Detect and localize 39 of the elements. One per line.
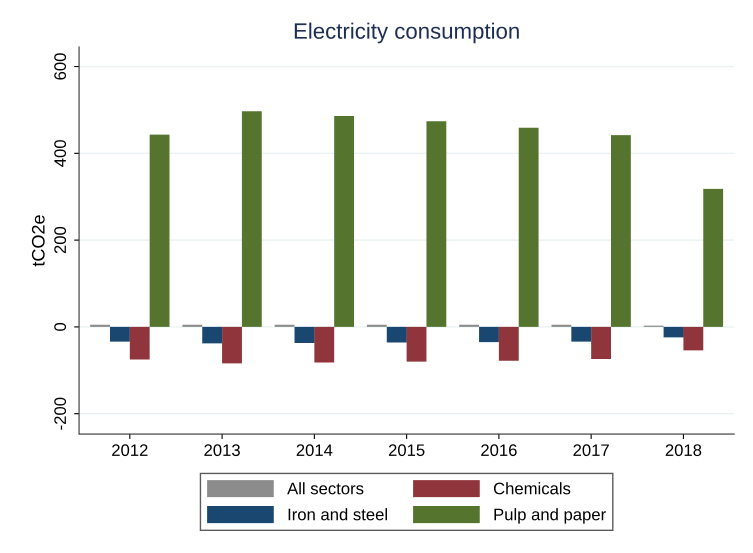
bar	[294, 326, 314, 343]
bar	[683, 326, 704, 350]
bar	[334, 116, 354, 327]
bar	[110, 326, 130, 342]
bar	[703, 188, 724, 327]
bar	[518, 128, 539, 327]
x-tick-label: 2012	[112, 444, 148, 456]
bar	[242, 111, 262, 327]
x-tick-label: 2016	[481, 444, 517, 456]
bar	[386, 326, 407, 343]
legend-label: Iron and steel	[288, 508, 387, 520]
bar	[610, 135, 631, 327]
legend-label: Chemicals	[494, 482, 570, 494]
x-tick-label: 2017	[573, 444, 609, 456]
bar	[130, 326, 150, 360]
bar	[222, 326, 242, 364]
bar	[202, 326, 222, 344]
bar	[591, 326, 611, 360]
chart-title: Electricity consumption	[294, 22, 519, 44]
legend-label: Pulp and paper	[494, 508, 606, 524]
bar	[479, 326, 499, 342]
x-tick-label: 2015	[388, 444, 424, 456]
bar	[664, 326, 684, 338]
bar	[406, 326, 426, 362]
y-tick-label: 0	[54, 322, 66, 331]
y-axis-title: tCO2e	[32, 215, 45, 266]
x-tick-label: 2018	[666, 444, 702, 456]
bar	[571, 326, 592, 342]
bar	[498, 326, 519, 361]
bar	[314, 326, 334, 362]
x-tick-label: 2013	[204, 444, 240, 456]
legend-label: All sectors	[287, 482, 364, 494]
bar	[150, 134, 170, 327]
y-tick-label: 600	[54, 53, 66, 80]
bar	[426, 121, 446, 327]
y-tick-label: 400	[54, 140, 66, 167]
y-tick-label: 200	[54, 226, 66, 254]
y-tick-label: -200	[54, 398, 66, 430]
x-tick-label: 2014	[296, 444, 332, 456]
